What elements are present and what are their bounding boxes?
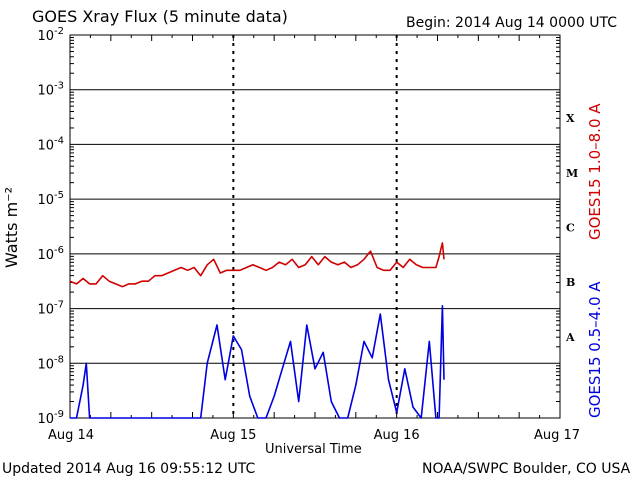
flare-class-label: M xyxy=(566,167,578,180)
x-axis-label: Universal Time xyxy=(265,442,362,457)
plot-frame xyxy=(69,34,561,419)
begin-time-label: Begin: 2014 Aug 14 0000 UTC xyxy=(406,15,617,31)
series-line-short xyxy=(70,304,445,419)
y-tick-label: 10-9 xyxy=(37,409,64,427)
y-tick-label: 10-4 xyxy=(37,135,64,153)
y-tick-label: 10-8 xyxy=(37,354,64,372)
flare-class-label: X xyxy=(566,112,575,125)
y-tick-label: 10-6 xyxy=(37,245,64,263)
updated-timestamp: Updated 2014 Aug 16 09:55:12 UTC xyxy=(2,461,256,477)
y-tick-label: 10-7 xyxy=(37,300,64,318)
source-credit: NOAA/SWPC Boulder, CO USA xyxy=(422,461,631,477)
flare-class-label: B xyxy=(566,276,575,289)
x-tick-label: Aug 14 xyxy=(48,428,94,443)
flare-class-label: A xyxy=(565,331,575,344)
x-tick-label: Aug 16 xyxy=(374,428,420,443)
y-tick-label: 10-5 xyxy=(37,190,64,208)
x-tick-label: Aug 15 xyxy=(210,428,256,443)
series-line-long xyxy=(69,242,445,288)
y-tick-label: 10-2 xyxy=(37,26,64,44)
x-tick-label: Aug 17 xyxy=(534,428,580,443)
flare-class-label: C xyxy=(566,222,575,235)
y-tick-label: 10-3 xyxy=(37,81,64,99)
chart-title: GOES Xray Flux (5 minute data) xyxy=(32,7,288,26)
